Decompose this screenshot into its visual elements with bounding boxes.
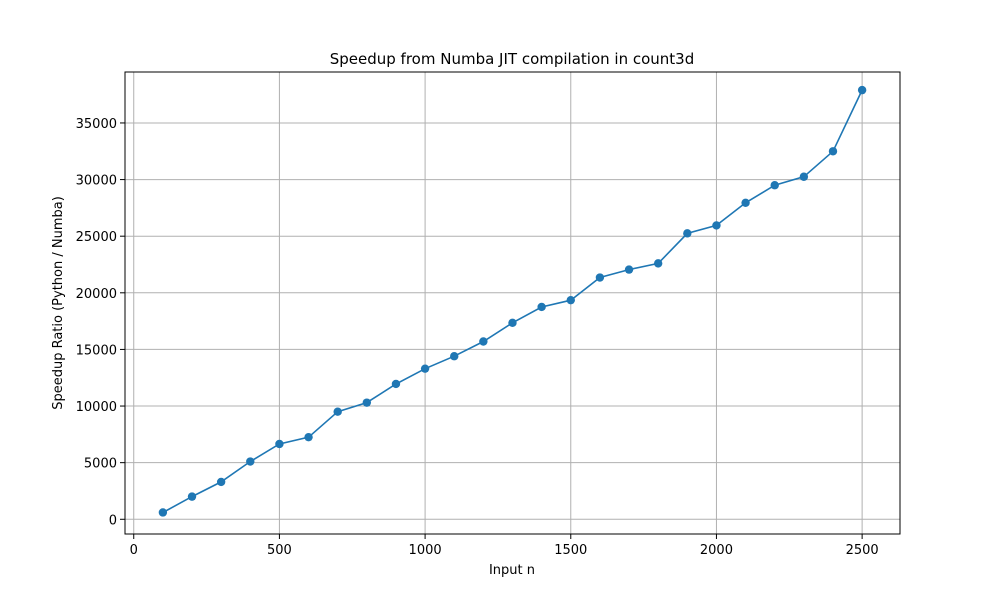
data-point — [508, 318, 517, 328]
data-point — [420, 364, 430, 373]
y-tick-label: 25000 — [76, 230, 117, 245]
y-axis-ticks: 0 5000 10000 15000 20000 25000 30000 35000 — [76, 117, 125, 528]
data-point — [595, 273, 605, 282]
data-point — [246, 457, 255, 466]
y-axis-label: Speedup Ratio (Python / Numba) — [51, 196, 66, 410]
data-point — [304, 432, 313, 442]
data-point — [333, 407, 342, 416]
y-tick-label: 15000 — [76, 343, 117, 358]
x-axis-label: Input n — [489, 563, 535, 578]
data-point — [828, 147, 838, 156]
series-line — [162, 89, 863, 514]
y-tick-label: 5000 — [84, 457, 117, 472]
grid-lines — [125, 72, 900, 534]
y-tick-label: 30000 — [76, 174, 117, 189]
data-point — [187, 492, 197, 501]
plot-frame — [124, 71, 901, 535]
y-tick-label: 35000 — [76, 117, 117, 132]
x-tick-label: 500 — [267, 543, 292, 558]
x-tick-label: 1000 — [409, 543, 442, 558]
x-tick-label: 2000 — [700, 543, 733, 558]
x-tick-label: 2500 — [846, 543, 879, 558]
y-tick-label: 10000 — [76, 400, 117, 415]
data-point — [537, 302, 546, 312]
x-tick-label: 0 — [130, 543, 138, 558]
data-point — [391, 379, 401, 389]
data-point — [479, 337, 488, 346]
data-point — [450, 352, 459, 361]
data-point — [770, 181, 779, 190]
data-point — [158, 508, 168, 517]
data-point — [712, 221, 721, 230]
data-point — [799, 172, 809, 181]
data-point — [566, 295, 575, 305]
x-tick-label: 1500 — [554, 543, 587, 558]
data-point — [653, 259, 663, 268]
data-point — [275, 439, 284, 449]
data-point — [741, 198, 750, 207]
data-point — [857, 85, 867, 95]
chart-title: Speedup from Numba JIT compilation in co… — [330, 50, 695, 68]
y-tick-label: 0 — [109, 513, 117, 528]
data-point — [624, 265, 634, 274]
data-series — [158, 85, 867, 517]
x-axis-ticks: 0 500 1000 1500 2000 2500 — [130, 534, 879, 558]
y-tick-label: 20000 — [76, 287, 117, 302]
data-point — [216, 477, 226, 487]
data-point — [683, 229, 692, 238]
data-point — [362, 398, 372, 407]
